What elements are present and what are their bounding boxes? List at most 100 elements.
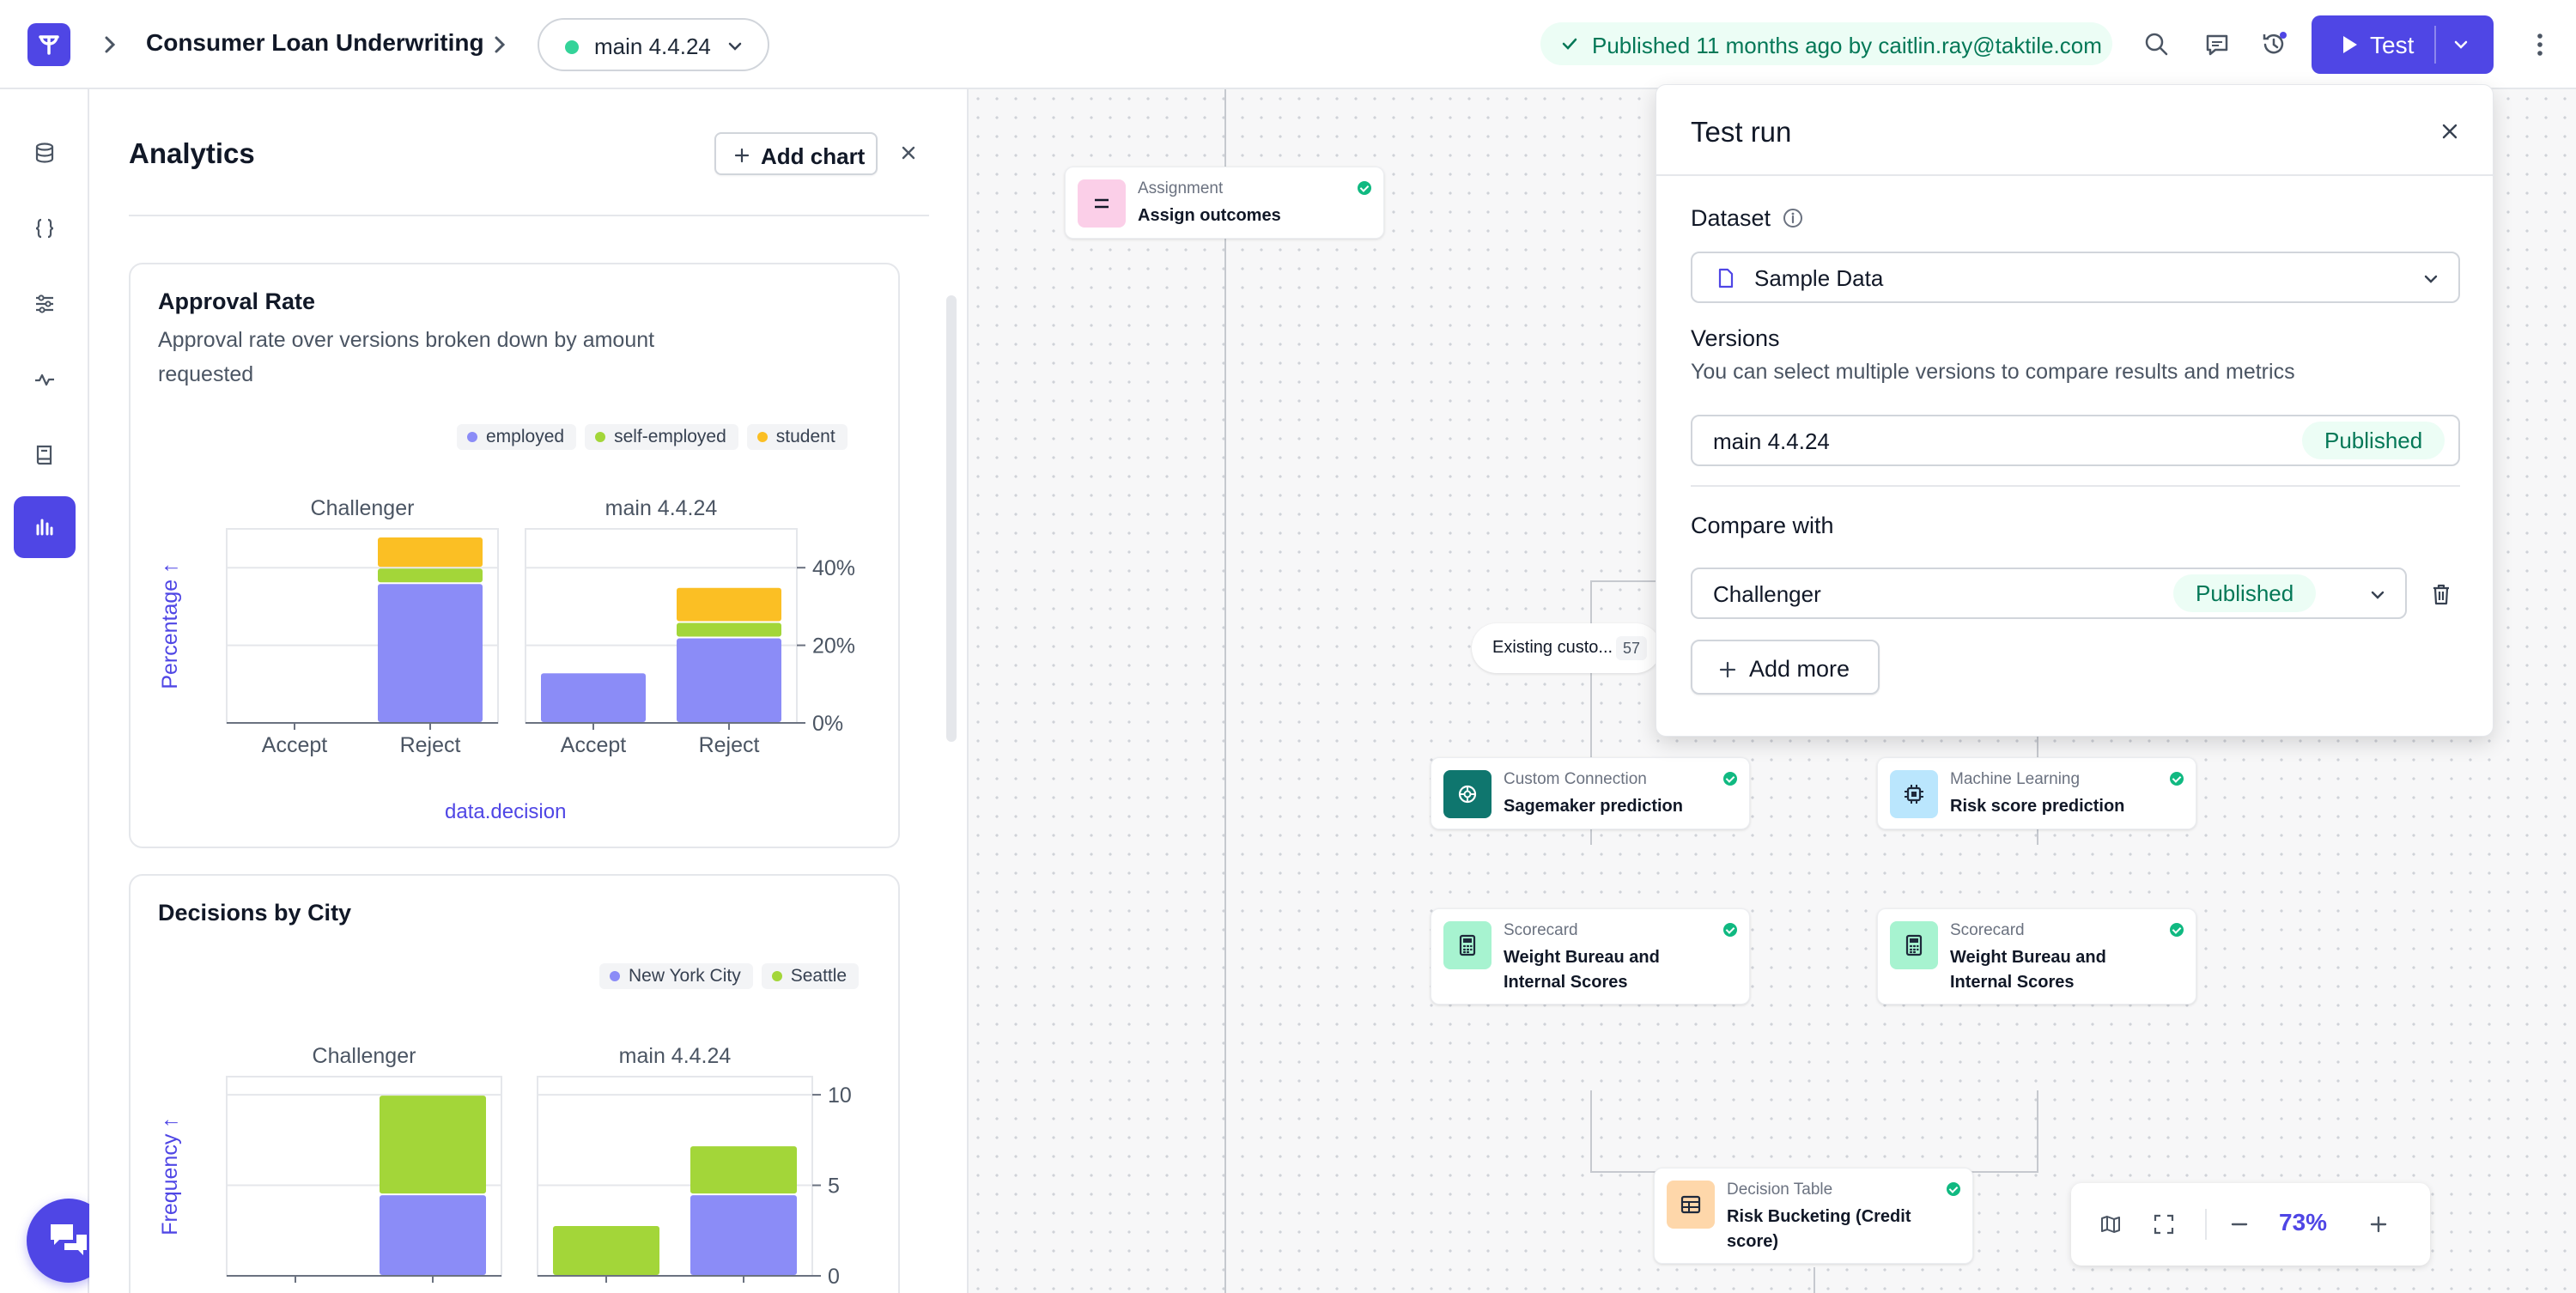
chevron-down-icon[interactable] (2449, 33, 2473, 57)
comment-icon[interactable] (2198, 26, 2236, 64)
map-icon[interactable] (2099, 1212, 2123, 1236)
node-name: Weight Bureau and Internal Scores (1504, 948, 1660, 992)
versions-description: You can select multiple versions to comp… (1691, 360, 2295, 384)
test-button[interactable]: Test (2312, 15, 2494, 74)
file-icon (1718, 268, 1734, 288)
legend-item[interactable]: New York City (599, 963, 753, 989)
add-more-button[interactable]: Add more (1691, 640, 1880, 695)
analytics-panel: Analytics Add chart Approval Rate Approv… (89, 89, 969, 1293)
chevron-right-icon (105, 36, 116, 53)
search-icon[interactable] (2138, 26, 2176, 64)
legend-item[interactable]: self-employed (585, 424, 738, 450)
flow-connector (1814, 1267, 1815, 1293)
nav-analytics[interactable] (14, 496, 76, 558)
node-status-icon (2170, 923, 2184, 937)
chat-icon (51, 1224, 87, 1255)
version-label: main 4.4.24 (594, 33, 711, 59)
zoom-in-icon[interactable] (2366, 1212, 2391, 1236)
compare-label: Compare with (1691, 513, 1834, 538)
legend-item[interactable]: student (746, 424, 848, 450)
flow-node-machine-learning[interactable]: Machine Learning Risk score prediction (1877, 757, 2196, 829)
flow-connector (2037, 1090, 2038, 1173)
book-icon (36, 445, 52, 465)
chart-subtitle: Approval rate over versions broken down … (158, 328, 655, 386)
test-run-title: Test run (1691, 116, 1792, 148)
nav-schema[interactable] (14, 197, 76, 259)
close-icon[interactable] (896, 141, 920, 165)
bar-segment (378, 537, 483, 568)
version-selector[interactable]: main 4.4.24 (538, 18, 769, 71)
decisions-by-city-chart: Challenger main 4.4.24 0 5 10 Frequency ↑ (158, 1044, 852, 1289)
fit-view-icon[interactable] (2152, 1212, 2176, 1236)
legend-item[interactable]: employed (457, 424, 577, 450)
y-tick-label: 40% (812, 556, 855, 580)
flow-node-decision-table[interactable]: Decision Table Risk Bucketing (Credit sc… (1654, 1168, 1973, 1264)
bar-segment (380, 1096, 486, 1194)
dataset-select[interactable]: Sample Data (1691, 252, 2460, 303)
nav-data-sources[interactable] (14, 122, 76, 184)
flow-connector (1590, 580, 1592, 845)
panel-scrollbar[interactable] (946, 295, 957, 742)
equals-icon (1095, 198, 1109, 209)
divider (1656, 174, 2494, 176)
nav-settings[interactable] (14, 273, 76, 335)
trash-icon[interactable] (2429, 581, 2453, 607)
bar-segment (677, 622, 781, 637)
y-tick-label: 20% (812, 634, 855, 659)
flow-connector (1590, 1090, 1592, 1173)
chart-panel-title: main 4.4.24 (619, 1044, 732, 1068)
legend-label: student (775, 427, 835, 446)
flow-node-custom-connection[interactable]: Custom Connection Sagemaker prediction (1431, 757, 1750, 829)
history-icon[interactable] (2255, 26, 2293, 64)
bar-segment (690, 1195, 797, 1275)
x-tick-label: Accept (262, 733, 327, 757)
node-type-icon (1443, 921, 1492, 969)
node-status-icon (2170, 772, 2184, 786)
chart-panel-title: Challenger (313, 1044, 416, 1068)
nav-monitoring[interactable] (14, 349, 76, 410)
nav-docs[interactable] (14, 424, 76, 486)
approval-rate-chart: Challenger Accept Reject main 4.4.24 Accept R… (158, 496, 855, 757)
chevron-down-icon (2371, 591, 2385, 599)
branch-label[interactable]: Existing custo... 57 (1472, 623, 1661, 673)
flow-node-scorecard[interactable]: Scorecard Weight Bureau and Internal Sco… (1431, 908, 1750, 1005)
legend-label: employed (486, 427, 565, 446)
zoom-out-icon[interactable] (2227, 1212, 2251, 1236)
node-status-icon (1723, 772, 1737, 786)
compare-status-badge: Published (2173, 574, 2317, 612)
flow-node-assignment[interactable]: Assignment Assign outcomes (1065, 167, 1384, 239)
flow-node-scorecard[interactable]: Scorecard Weight Bureau and Internal Sco… (1877, 908, 2196, 1005)
legend-label: Seattle (790, 966, 848, 986)
node-kind: Machine Learning (1950, 770, 2081, 788)
legend-swatch (467, 432, 477, 442)
plus-icon (734, 148, 750, 163)
node-kind: Scorecard (1504, 921, 1578, 939)
y-axis-label: Frequency ↑ (158, 1117, 182, 1235)
node-name: Risk Bucketing (Credit score) (1727, 1207, 1911, 1251)
x-axis-field-link[interactable]: data.decision (445, 800, 567, 823)
node-kind: Decision Table (1727, 1181, 1833, 1199)
flow-title[interactable]: Consumer Loan Underwriting (146, 29, 484, 56)
info-icon[interactable] (1782, 207, 1804, 229)
node-type-icon (1667, 1181, 1715, 1229)
bar-segment (378, 568, 483, 583)
divider (1691, 485, 2460, 487)
chevron-down-icon (2424, 275, 2438, 283)
bar-segment (690, 1146, 797, 1194)
compare-version-select[interactable]: Challenger Published (1691, 568, 2407, 619)
more-options-icon[interactable] (2524, 26, 2555, 64)
branch-count: 57 (1616, 636, 1648, 660)
legend-item[interactable]: Seattle (761, 963, 860, 989)
y-tick-label: 10 (828, 1084, 852, 1108)
add-more-label: Add more (1749, 656, 1850, 682)
version-field[interactable]: main 4.4.24 Published (1691, 415, 2460, 466)
close-icon[interactable] (2438, 119, 2462, 143)
flow-connector (1590, 580, 1690, 582)
app-logo[interactable] (27, 23, 70, 66)
chevron-down-icon (728, 42, 742, 51)
logo-icon (39, 35, 59, 55)
x-tick-label: Reject (400, 733, 461, 757)
add-chart-button[interactable]: Add chart (714, 132, 878, 175)
test-run-panel: Test run Dataset Sample Data Versions Yo… (1656, 84, 2494, 737)
y-tick-label: 0% (812, 712, 843, 736)
